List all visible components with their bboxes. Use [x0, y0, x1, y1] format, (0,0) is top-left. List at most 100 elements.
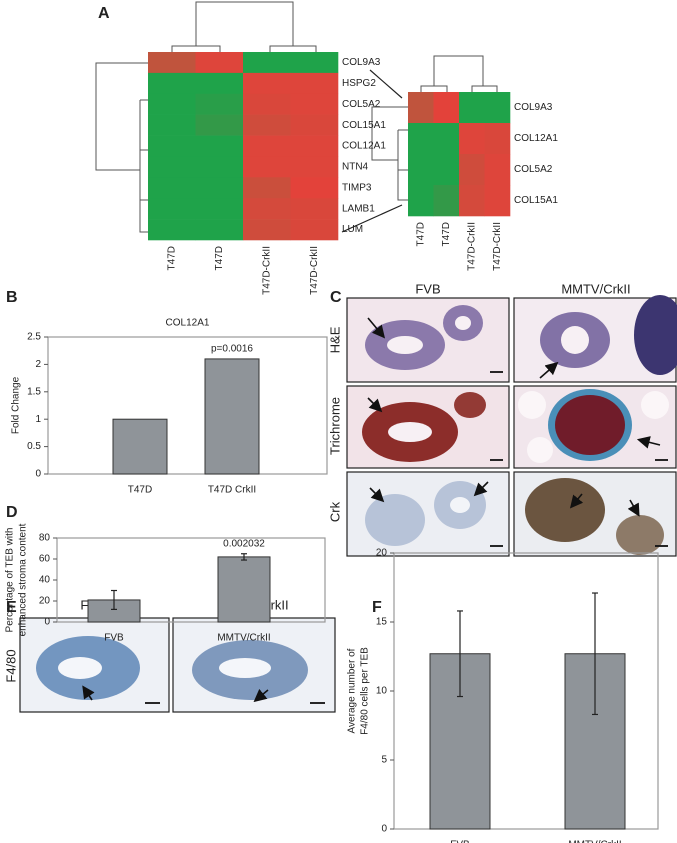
- heatmap-cell: [433, 92, 460, 124]
- heatmap-cell: [148, 198, 196, 220]
- row-label: COL9A3: [514, 102, 553, 113]
- row-header: H&E: [327, 326, 342, 353]
- heatmap-cell: [195, 177, 244, 199]
- y-tick-label: 2: [35, 359, 41, 370]
- chart-title: COL12A1: [166, 318, 210, 329]
- column-label: T47D: [415, 222, 426, 246]
- heatmap-cell: [243, 198, 291, 220]
- y-tick-label: 0: [44, 617, 50, 628]
- error-bar: [592, 592, 598, 716]
- bar: [112, 418, 168, 475]
- heatmap-cell: [243, 114, 291, 136]
- x-tick-label: T47D CrkII: [208, 485, 256, 496]
- column-header: FVB: [415, 281, 440, 296]
- heatmap-cell: [195, 93, 244, 115]
- y-tick-label: 2.5: [27, 332, 41, 343]
- heatmap-cell: [195, 135, 244, 157]
- bar: [204, 358, 260, 475]
- heatmap-cell: [459, 92, 485, 124]
- row-label: NTN4: [342, 162, 369, 173]
- heatmap-cell: [484, 92, 511, 124]
- row-label: COL12A1: [514, 133, 558, 144]
- row-label: COL5A2: [342, 99, 381, 110]
- heatmap-cell: [148, 52, 196, 74]
- column-label: T47D: [441, 222, 452, 246]
- row-label: COL9A3: [342, 57, 381, 68]
- row-header: F4/80: [3, 649, 18, 682]
- column-label: T47D: [214, 246, 225, 270]
- y-tick-label: 15: [376, 617, 388, 628]
- x-tick-label: FVB: [450, 840, 470, 843]
- heatmap-cell: [148, 156, 196, 178]
- y-tick-label: 60: [39, 554, 51, 565]
- heatmap-cell: [148, 93, 196, 115]
- panel-label: B: [6, 289, 18, 306]
- y-tick-label: 20: [376, 548, 388, 559]
- heatmap-cell: [243, 177, 291, 199]
- row-label: COL12A1: [342, 141, 386, 152]
- error-bar: [457, 610, 463, 698]
- column-label: T47D-CrkII: [466, 222, 477, 271]
- x-tick-label: MMTV/CrkII: [568, 840, 621, 843]
- heatmap-cell: [243, 52, 291, 74]
- micrograph: [172, 617, 336, 713]
- panel-label: A: [98, 5, 110, 22]
- x-tick-label: FVB: [104, 633, 124, 644]
- heatmap-cell: [408, 92, 434, 124]
- y-axis-label: Percentage of TEB with: [5, 528, 16, 633]
- plot-frame: [47, 336, 328, 475]
- micrograph: [513, 385, 677, 469]
- y-tick-label: 40: [39, 575, 51, 586]
- heatmap-cell: [148, 114, 196, 136]
- heatmap-cell: [243, 72, 291, 95]
- row-label: COL15A1: [514, 195, 558, 206]
- heatmap-cell: [195, 198, 244, 220]
- panel-label: C: [330, 289, 342, 306]
- heatmap-cell: [484, 154, 511, 186]
- row-label: COL5A2: [514, 164, 553, 175]
- heatmap-cell: [408, 185, 434, 217]
- heatmap-cell: [148, 135, 196, 157]
- heatmap-cell: [290, 114, 339, 136]
- heatmap-cell: [243, 219, 291, 241]
- y-tick-label: 20: [39, 596, 51, 607]
- heatmap-cell: [243, 93, 291, 115]
- y-tick-label: 0: [35, 469, 41, 480]
- heatmap-cell: [195, 219, 244, 241]
- y-axis-label: Fold Change: [11, 376, 22, 434]
- column-label: T47D-CrkII: [309, 246, 320, 295]
- y-tick-label: 0: [381, 824, 387, 835]
- heatmap-cell: [433, 185, 460, 217]
- heatmap-cell: [195, 52, 244, 74]
- x-tick-label: MMTV/CrkII: [217, 633, 270, 644]
- heatmap-cell: [290, 198, 339, 220]
- heatmap-cell: [290, 177, 339, 199]
- y-tick-label: 1.5: [27, 386, 41, 397]
- y-tick-label: 5: [381, 755, 387, 766]
- error-bar: [111, 589, 117, 611]
- column-label: T47D-CrkII: [261, 246, 272, 295]
- column-label: T47D: [166, 246, 177, 270]
- panel-label: F: [372, 599, 382, 616]
- heatmap-cell: [459, 123, 485, 155]
- heatmap-cell: [290, 219, 339, 241]
- row-label: TIMP3: [342, 182, 372, 193]
- annotation: p=0.0016: [211, 344, 253, 355]
- x-tick-label: T47D: [128, 485, 152, 496]
- panel-label: E: [6, 599, 17, 616]
- column-label: T47D-CrkII: [492, 222, 503, 271]
- row-label: LAMB1: [342, 203, 375, 214]
- dendrogram: [371, 55, 498, 201]
- y-tick-label: 0.5: [27, 441, 41, 452]
- micrograph: [346, 471, 510, 557]
- heatmap-cell: [148, 219, 196, 241]
- bar: [217, 556, 271, 623]
- micrograph: [513, 471, 677, 557]
- heatmap-cell: [290, 156, 339, 178]
- heatmap-cell: [459, 185, 485, 217]
- micrograph: [346, 385, 510, 469]
- heatmap-cell: [408, 154, 434, 186]
- y-tick-label: 10: [376, 686, 388, 697]
- y-tick-label: 1: [35, 414, 41, 425]
